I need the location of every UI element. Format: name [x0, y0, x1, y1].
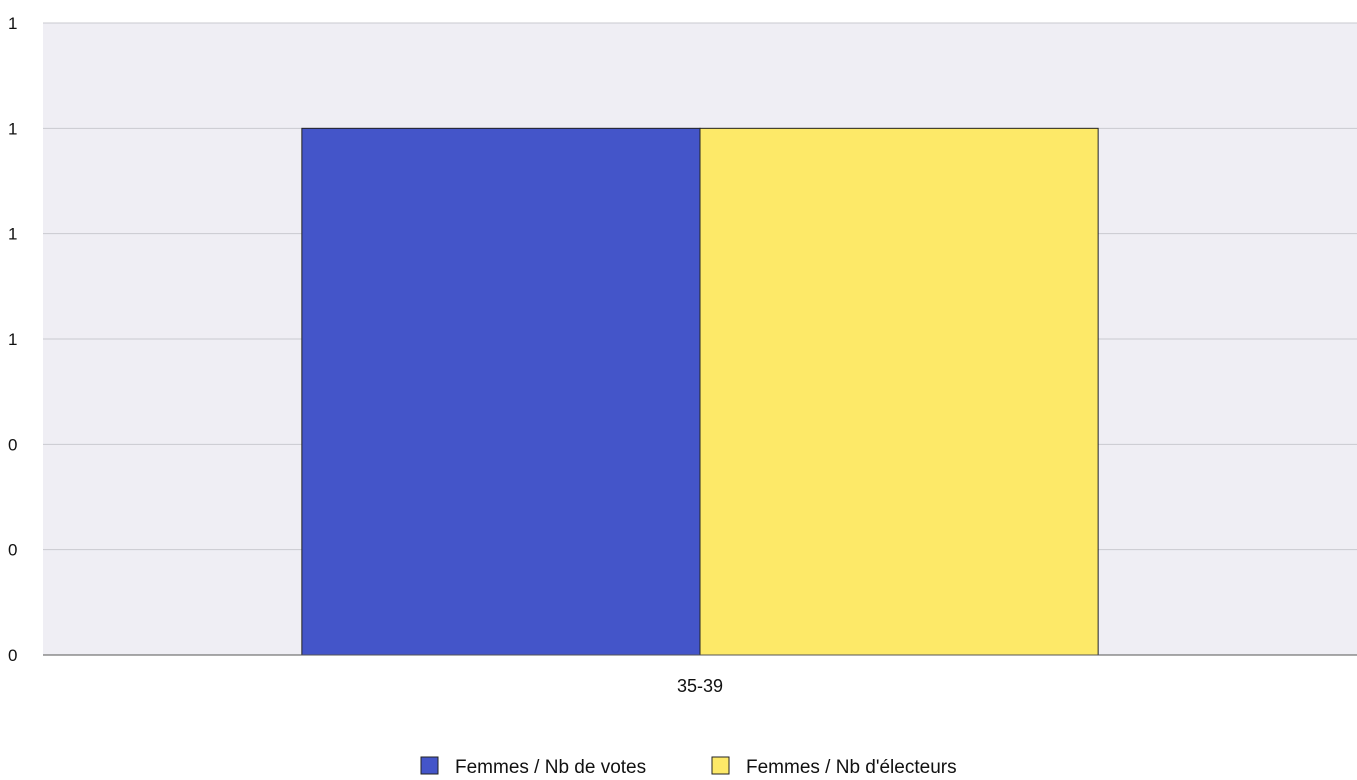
y-tick-label: 0: [8, 541, 17, 560]
legend-swatch: [420, 756, 439, 775]
bar-electeurs: [699, 127, 1099, 656]
y-tick-labels: 0 0 0 1 1 1 1: [8, 14, 17, 665]
legend-label: Femmes / Nb de votes: [455, 757, 646, 775]
x-tick-label: 35-39: [677, 676, 723, 696]
y-tick-label: 1: [8, 119, 17, 138]
y-tick-label: 1: [8, 14, 17, 33]
bar-votes: [301, 127, 701, 656]
legend-label: Femmes / Nb d'électeurs: [746, 757, 957, 775]
legend: Femmes / Nb de votes Femmes / Nb d'électe…: [420, 756, 957, 778]
y-tick-label: 1: [8, 330, 17, 349]
y-tick-label: 0: [8, 646, 17, 665]
y-tick-label: 0: [8, 435, 17, 454]
legend-swatch: [711, 756, 730, 775]
x-tick-labels: 35-39: [677, 676, 723, 696]
y-tick-label: 1: [8, 225, 17, 244]
bars: [301, 127, 1099, 656]
